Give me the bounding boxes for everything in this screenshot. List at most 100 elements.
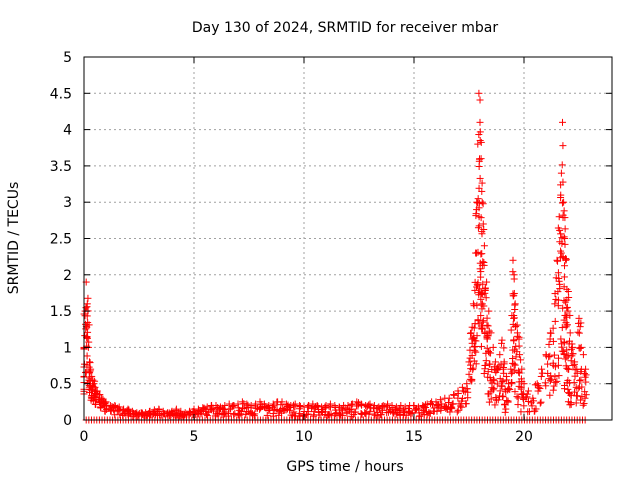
- data-point: [458, 383, 466, 391]
- data-point: [499, 393, 507, 401]
- data-point: [484, 322, 492, 330]
- data-point: [463, 385, 471, 393]
- data-point: [579, 401, 587, 409]
- data-point: [474, 279, 482, 287]
- data-point: [530, 397, 538, 405]
- data-point: [550, 351, 558, 359]
- data-point: [542, 382, 550, 390]
- data-point: [477, 291, 485, 299]
- y-tick-label: 1: [63, 340, 72, 356]
- data-point: [552, 295, 560, 303]
- data-point: [555, 277, 563, 285]
- data-point: [575, 329, 583, 337]
- data-point: [564, 385, 572, 393]
- data-point: [325, 403, 333, 411]
- data-point: [496, 387, 504, 395]
- data-point: [480, 225, 488, 233]
- data-point: [479, 258, 487, 266]
- data-point: [228, 403, 236, 411]
- data-point: [566, 311, 574, 319]
- data-point: [581, 394, 589, 402]
- data-point: [490, 377, 498, 385]
- data-point: [499, 377, 507, 385]
- data-point: [469, 364, 477, 372]
- data-point: [85, 321, 93, 329]
- y-tick-label: 1.5: [50, 304, 72, 320]
- data-point: [366, 400, 374, 408]
- data-point: [547, 329, 555, 337]
- data-point: [562, 256, 570, 264]
- data-point: [570, 388, 578, 396]
- data-point: [484, 368, 492, 376]
- data-point: [503, 396, 511, 404]
- data-point: [475, 131, 483, 139]
- data-point: [483, 278, 491, 286]
- data-point: [518, 365, 526, 373]
- data-point: [485, 327, 493, 335]
- data-point: [469, 300, 477, 308]
- data-point: [538, 365, 546, 373]
- data-point: [474, 224, 482, 232]
- data-point: [491, 358, 499, 366]
- data-point: [558, 343, 566, 351]
- y-tick-label: 5: [63, 50, 72, 66]
- y-axis-label: SRMTID / TECUs: [6, 182, 22, 295]
- data-point: [551, 317, 559, 325]
- data-points: [80, 89, 590, 424]
- data-point: [479, 318, 487, 326]
- data-point: [580, 399, 588, 407]
- data-point: [471, 286, 479, 294]
- data-point: [558, 161, 566, 169]
- data-point: [513, 321, 521, 329]
- data-point: [155, 406, 163, 414]
- data-point: [520, 402, 528, 410]
- data-point: [554, 302, 562, 310]
- data-point: [200, 404, 208, 412]
- data-point: [383, 409, 391, 417]
- data-point: [477, 268, 485, 276]
- data-point: [570, 360, 578, 368]
- data-point: [83, 312, 91, 320]
- data-point: [427, 400, 435, 408]
- data-point: [509, 290, 517, 298]
- data-point: [487, 395, 495, 403]
- data-point: [290, 408, 298, 416]
- data-point: [554, 224, 562, 232]
- data-point: [399, 406, 407, 414]
- data-point: [388, 403, 396, 411]
- data-point: [555, 213, 563, 221]
- y-tick-label: 0: [63, 413, 72, 429]
- data-point: [338, 405, 346, 413]
- data-point: [465, 370, 473, 378]
- data-point: [163, 410, 171, 418]
- data-point: [553, 377, 561, 385]
- data-point: [310, 408, 318, 416]
- data-point: [569, 362, 577, 370]
- plot-frame: [83, 56, 613, 421]
- data-point: [387, 407, 395, 415]
- data-point: [509, 256, 517, 264]
- data-point: [534, 382, 542, 390]
- data-point: [468, 376, 476, 384]
- data-point: [477, 312, 485, 320]
- data-point: [87, 386, 95, 394]
- data-point: [560, 338, 568, 346]
- data-point: [242, 408, 250, 416]
- data-point: [549, 324, 557, 332]
- data-point: [94, 391, 102, 399]
- data-point: [465, 358, 473, 366]
- data-point: [511, 305, 519, 313]
- data-point: [377, 411, 385, 419]
- data-point: [478, 325, 486, 333]
- data-point: [473, 301, 481, 309]
- data-point: [467, 329, 475, 337]
- data-point: [361, 410, 369, 418]
- data-point: [217, 405, 225, 413]
- data-point: [251, 402, 259, 410]
- data-point: [510, 360, 518, 368]
- data-point: [472, 360, 480, 368]
- data-point: [476, 96, 484, 104]
- data-point: [422, 403, 430, 411]
- data-point: [445, 394, 453, 402]
- y-tick-label: 4.5: [50, 86, 72, 102]
